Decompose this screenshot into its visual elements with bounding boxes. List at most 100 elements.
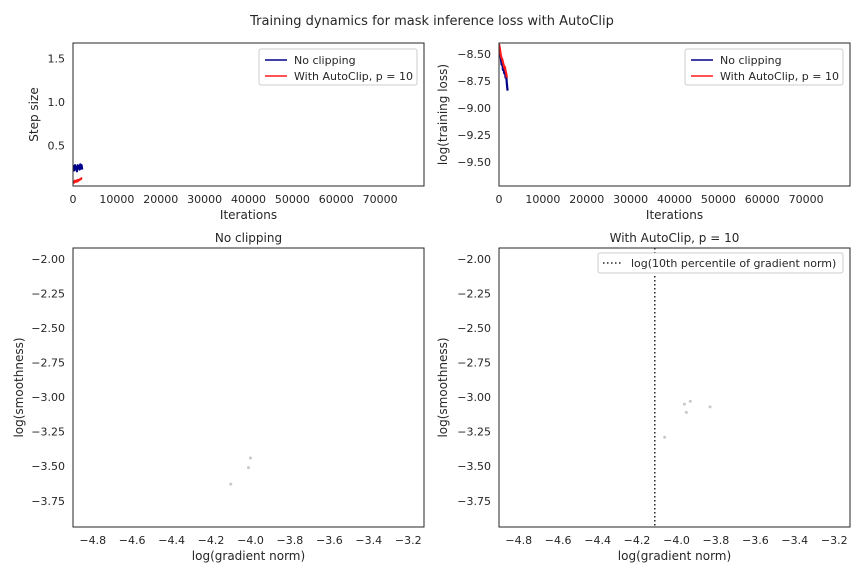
x-tick-label: −4.4 xyxy=(584,534,611,547)
legend-label: With AutoClip, p = 10 xyxy=(294,70,413,83)
y-tick-label: −9.25 xyxy=(457,129,491,142)
y-tick-label: −8.75 xyxy=(457,75,491,88)
y-tick-label: −2.00 xyxy=(457,253,491,266)
x-tick-label: 20000 xyxy=(143,193,178,206)
x-axis-label: log(gradient norm) xyxy=(192,549,305,563)
series-line-autoclip xyxy=(73,177,83,184)
x-tick-label: −3.6 xyxy=(742,534,769,547)
x-tick-label: −3.6 xyxy=(316,534,343,547)
x-tick-label: 70000 xyxy=(363,193,398,206)
y-tick-label: −3.75 xyxy=(31,495,65,508)
legend-box xyxy=(258,48,418,86)
legend: No clipping With AutoClip, p = 10 xyxy=(258,48,418,86)
y-tick-label: 0.5 xyxy=(48,139,66,152)
y-tick-label: −2.00 xyxy=(31,253,65,266)
x-tick-label: −4.2 xyxy=(198,534,225,547)
legend: log(10th percentile of gradient norm) xyxy=(597,252,844,274)
panel-title: No clipping xyxy=(215,231,282,245)
scatter-point-2 xyxy=(247,466,250,470)
series-line-no-clipping xyxy=(73,163,84,173)
x-tick-label: −4.4 xyxy=(158,534,185,547)
chart-panel-4: −4.8 −4.6 −4.4 −4.2 −4.0 −3.8 −3.6 −3.4 −3.2 −2.0… xyxy=(436,231,851,563)
x-tick-label: 20000 xyxy=(569,193,604,206)
y-tick-label: −3.25 xyxy=(457,426,491,439)
x-tick-label: 30000 xyxy=(187,193,222,206)
y-tick-label: −2.50 xyxy=(31,322,65,335)
x-tick-label: 10000 xyxy=(525,193,560,206)
x-tick-label: −4.2 xyxy=(624,534,651,547)
panel-title: With AutoClip, p = 10 xyxy=(610,231,740,245)
x-tick-label: −4.6 xyxy=(119,534,146,547)
scatter-point-1 xyxy=(229,482,233,486)
y-tick-label: −3.75 xyxy=(457,495,491,508)
legend-label: log(10th percentile of gradient norm) xyxy=(631,257,836,270)
x-tick-label: −4.8 xyxy=(79,534,106,547)
x-tick-label: −4.0 xyxy=(663,534,690,547)
chart-panel-2: 0 10000 20000 30000 40000 50000 60000 70000 −8.5… xyxy=(436,42,851,222)
y-tick-label: −3.50 xyxy=(31,460,65,473)
y-axis-label: log(training loss) xyxy=(436,64,450,165)
x-tick-label: 40000 xyxy=(657,193,692,206)
x-tick-label: −4.0 xyxy=(237,534,264,547)
y-tick-label: −2.75 xyxy=(31,357,65,370)
x-tick-label: 50000 xyxy=(701,193,736,206)
series-line-autoclip xyxy=(499,43,508,78)
y-tick-label: −2.75 xyxy=(457,357,491,370)
x-tick-label: −3.8 xyxy=(277,534,304,547)
x-axis-label: Iterations xyxy=(646,208,703,222)
plot-area xyxy=(229,456,252,486)
x-tick-label: 10000 xyxy=(99,193,134,206)
x-tick-label: −3.2 xyxy=(395,534,422,547)
y-axis-label: log(smoothness) xyxy=(436,337,450,437)
y-tick-label: 1.0 xyxy=(48,96,66,109)
x-tick-label: −3.8 xyxy=(703,534,730,547)
x-tick-label: −3.4 xyxy=(781,534,808,547)
scatter-point-5 xyxy=(708,405,712,409)
x-tick-label: −4.6 xyxy=(545,534,572,547)
y-tick-label: −9.50 xyxy=(457,156,491,169)
x-axis-label: Iterations xyxy=(220,208,277,222)
y-tick-label: −3.50 xyxy=(457,460,491,473)
axes-frame xyxy=(498,42,851,187)
scatter-point-4 xyxy=(688,399,692,403)
y-tick-label: 1.5 xyxy=(48,53,66,66)
y-tick-label: −3.00 xyxy=(31,391,65,404)
y-axis-label: log(smoothness) xyxy=(12,337,26,437)
scatter-point-1 xyxy=(663,435,667,439)
x-tick-label: 30000 xyxy=(613,193,648,206)
y-tick-label: −3.25 xyxy=(31,426,65,439)
x-tick-label: 0 xyxy=(70,193,77,206)
x-tick-label: −4.8 xyxy=(505,534,532,547)
x-tick-label: 70000 xyxy=(789,193,824,206)
y-tick-label: −9.00 xyxy=(457,102,491,115)
x-tick-label: −3.2 xyxy=(821,534,848,547)
legend-label: No clipping xyxy=(720,54,782,67)
scatter-point-3 xyxy=(684,410,688,414)
plot-area xyxy=(73,163,84,184)
axes-frame xyxy=(72,42,425,187)
plot-area xyxy=(654,248,712,527)
axes-frame xyxy=(498,247,851,528)
y-tick-label: −2.25 xyxy=(457,288,491,301)
y-tick-label: −8.50 xyxy=(457,48,491,61)
figure-title: Training dynamics for mask inference los… xyxy=(249,14,614,29)
scatter-point-3 xyxy=(248,456,252,460)
y-tick-label: −2.25 xyxy=(31,288,65,301)
scatter-point-2 xyxy=(682,402,686,406)
x-tick-label: 60000 xyxy=(319,193,354,206)
x-tick-label: 50000 xyxy=(275,193,310,206)
axes-frame xyxy=(72,247,425,528)
plot-area xyxy=(499,43,509,91)
x-tick-label: 40000 xyxy=(231,193,266,206)
legend-box xyxy=(684,48,844,86)
y-tick-label: −2.50 xyxy=(457,322,491,335)
legend-label: No clipping xyxy=(294,54,356,67)
x-axis-label: log(gradient norm) xyxy=(618,549,731,563)
chart-panel-3: −4.8 −4.6 −4.4 −4.2 −4.0 −3.8 −3.6 −3.4 −3.2 −2.0… xyxy=(12,231,425,563)
x-tick-label: 0 xyxy=(496,193,503,206)
legend-box xyxy=(597,252,844,274)
legend: No clipping With AutoClip, p = 10 xyxy=(684,48,844,86)
y-axis-label: Step size xyxy=(27,87,41,141)
x-tick-label: −3.4 xyxy=(355,534,382,547)
